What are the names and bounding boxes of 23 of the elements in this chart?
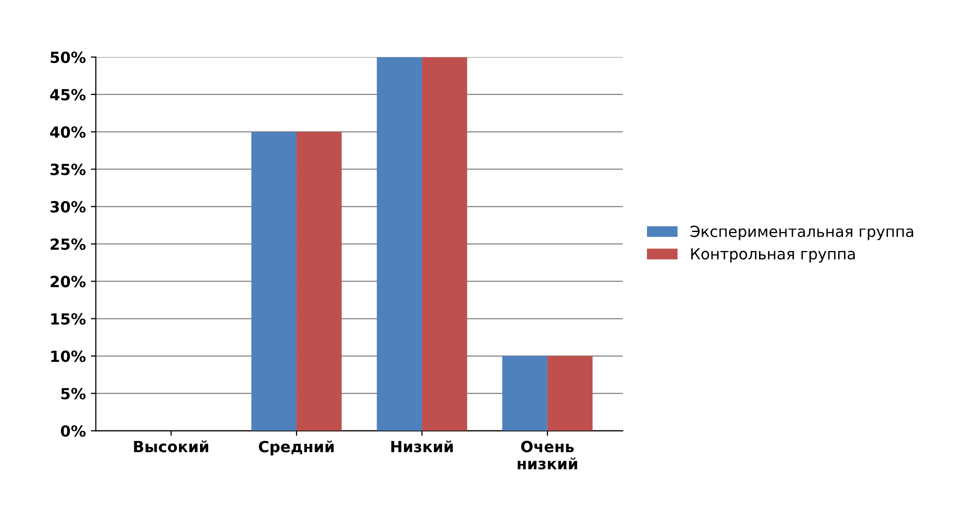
y-tick-label: 50% [50,52,86,64]
y-tick-label: 40% [50,126,86,138]
y-tick-label: 0% [60,425,86,437]
y-tick-label: 30% [50,201,86,213]
y-tick-label: 25% [50,238,86,250]
x-tick-label: Средний [258,440,334,456]
bar [502,356,548,431]
bar [296,132,342,431]
x-tick-label: Высокий [134,440,208,452]
y-tick-label: 20% [50,276,86,288]
y-tick-label: 5% [61,388,86,400]
bar [251,132,297,431]
x-tick-label: Низкий [391,440,453,452]
y-tick-label: 45% [50,88,86,100]
bar [376,57,422,431]
legend-label: Экспериментальная группа [690,226,914,240]
y-tick-label: 10% [51,350,86,362]
y-tick-label: 35% [50,164,86,176]
y-tick-label: 15% [51,313,86,325]
legend-label: Контрольная группа [691,248,855,263]
x-tick-label: Очень низкий [518,440,578,470]
bar [422,57,468,431]
bar [547,356,593,431]
